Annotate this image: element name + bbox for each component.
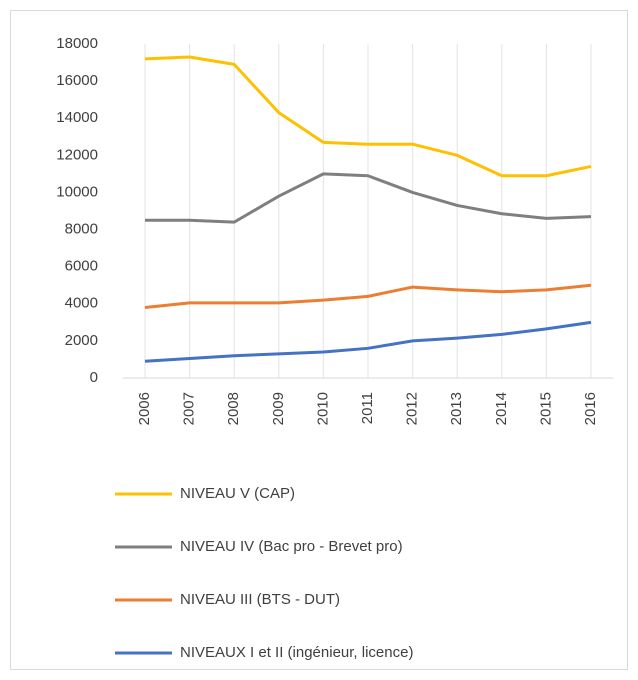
- legend-label: NIVEAUX I et II (ingénieur, licence): [180, 644, 413, 661]
- y-tick-label: 14000: [56, 109, 98, 126]
- y-tick-label: 12000: [56, 146, 98, 163]
- y-tick-label: 4000: [65, 295, 98, 312]
- x-tick-label: 2009: [270, 392, 287, 425]
- line-series: [145, 172, 592, 224]
- x-tick-label: 2013: [448, 392, 465, 425]
- y-tick-label: 2000: [65, 332, 98, 349]
- line-series: [144, 320, 592, 363]
- y-tick-label: 0: [90, 369, 98, 386]
- x-tick-label: 2011: [359, 392, 376, 424]
- x-tick-label: 2007: [181, 392, 198, 425]
- line-series: [144, 283, 592, 309]
- legend-label: NIVEAU III (BTS - DUT): [180, 591, 340, 608]
- y-tick-label: 6000: [65, 258, 98, 275]
- y-tick-label: 16000: [56, 72, 98, 89]
- chart-frame: [10, 10, 628, 670]
- legend-label: NIVEAU IV (Bac pro - Brevet pro): [180, 538, 403, 555]
- x-tick-label: 2010: [314, 392, 331, 425]
- y-tick-label: 10000: [56, 183, 98, 200]
- x-tick-label: 2014: [493, 392, 510, 425]
- y-tick-label: 18000: [56, 35, 98, 52]
- x-tick-label: 2006: [136, 392, 153, 425]
- x-tick-label: 2015: [537, 392, 554, 425]
- legend-label: NIVEAU V (CAP): [180, 485, 295, 502]
- x-tick-label: 2008: [225, 392, 242, 425]
- line-series: [144, 55, 592, 178]
- x-tick-label: 2016: [582, 392, 599, 425]
- x-tick-label: 2012: [404, 392, 421, 425]
- y-tick-label: 8000: [65, 221, 98, 238]
